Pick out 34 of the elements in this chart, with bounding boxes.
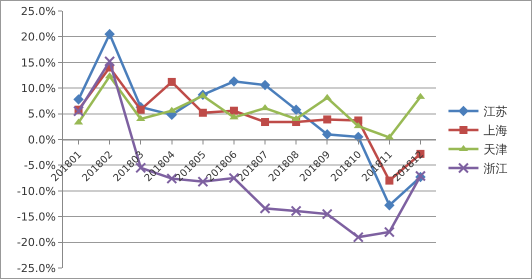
point [73, 94, 84, 105]
point [136, 106, 145, 114]
point [168, 78, 176, 86]
point [73, 106, 84, 117]
y-tick-label: 20.0% [20, 30, 56, 44]
point [104, 56, 116, 67]
y-tick-label: -10.0% [16, 184, 56, 198]
point [261, 118, 270, 126]
y-tick-label: 10.0% [20, 82, 56, 95]
point [230, 106, 238, 115]
point [260, 80, 270, 90]
point [104, 28, 115, 40]
point [228, 76, 240, 87]
point [322, 129, 332, 140]
legend-label: 浙江 [483, 162, 508, 176]
point [290, 205, 302, 216]
y-tick-label: -20.0% [16, 236, 56, 250]
point [352, 232, 364, 243]
y-tick-label: 15.0% [20, 56, 56, 70]
y-tick-label: -25.0% [16, 262, 56, 275]
point [384, 200, 395, 210]
y-tick-label: 25.0% [20, 4, 56, 18]
point [260, 202, 271, 214]
point [290, 104, 302, 115]
point [384, 226, 395, 238]
legend-label: 上海 [483, 124, 508, 138]
y-tick-label: 5.0% [28, 108, 56, 121]
point [322, 208, 333, 220]
point [323, 115, 332, 124]
y-tick-label: -15.0% [16, 210, 56, 224]
y-tick-label: 0.0% [28, 133, 56, 146]
legend-label: 天津 [483, 142, 508, 157]
legend-label: 江苏 [483, 104, 508, 119]
point [198, 108, 207, 117]
